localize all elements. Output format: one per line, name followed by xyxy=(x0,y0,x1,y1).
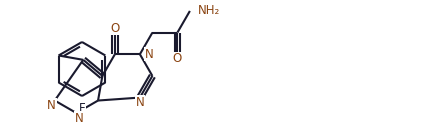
Text: N: N xyxy=(145,48,153,61)
Text: N: N xyxy=(47,99,56,112)
Text: N: N xyxy=(136,96,144,109)
Text: N: N xyxy=(75,111,84,125)
Text: O: O xyxy=(110,21,120,34)
Text: O: O xyxy=(173,52,182,65)
Text: NH₂: NH₂ xyxy=(198,4,220,17)
Text: F: F xyxy=(79,102,85,115)
